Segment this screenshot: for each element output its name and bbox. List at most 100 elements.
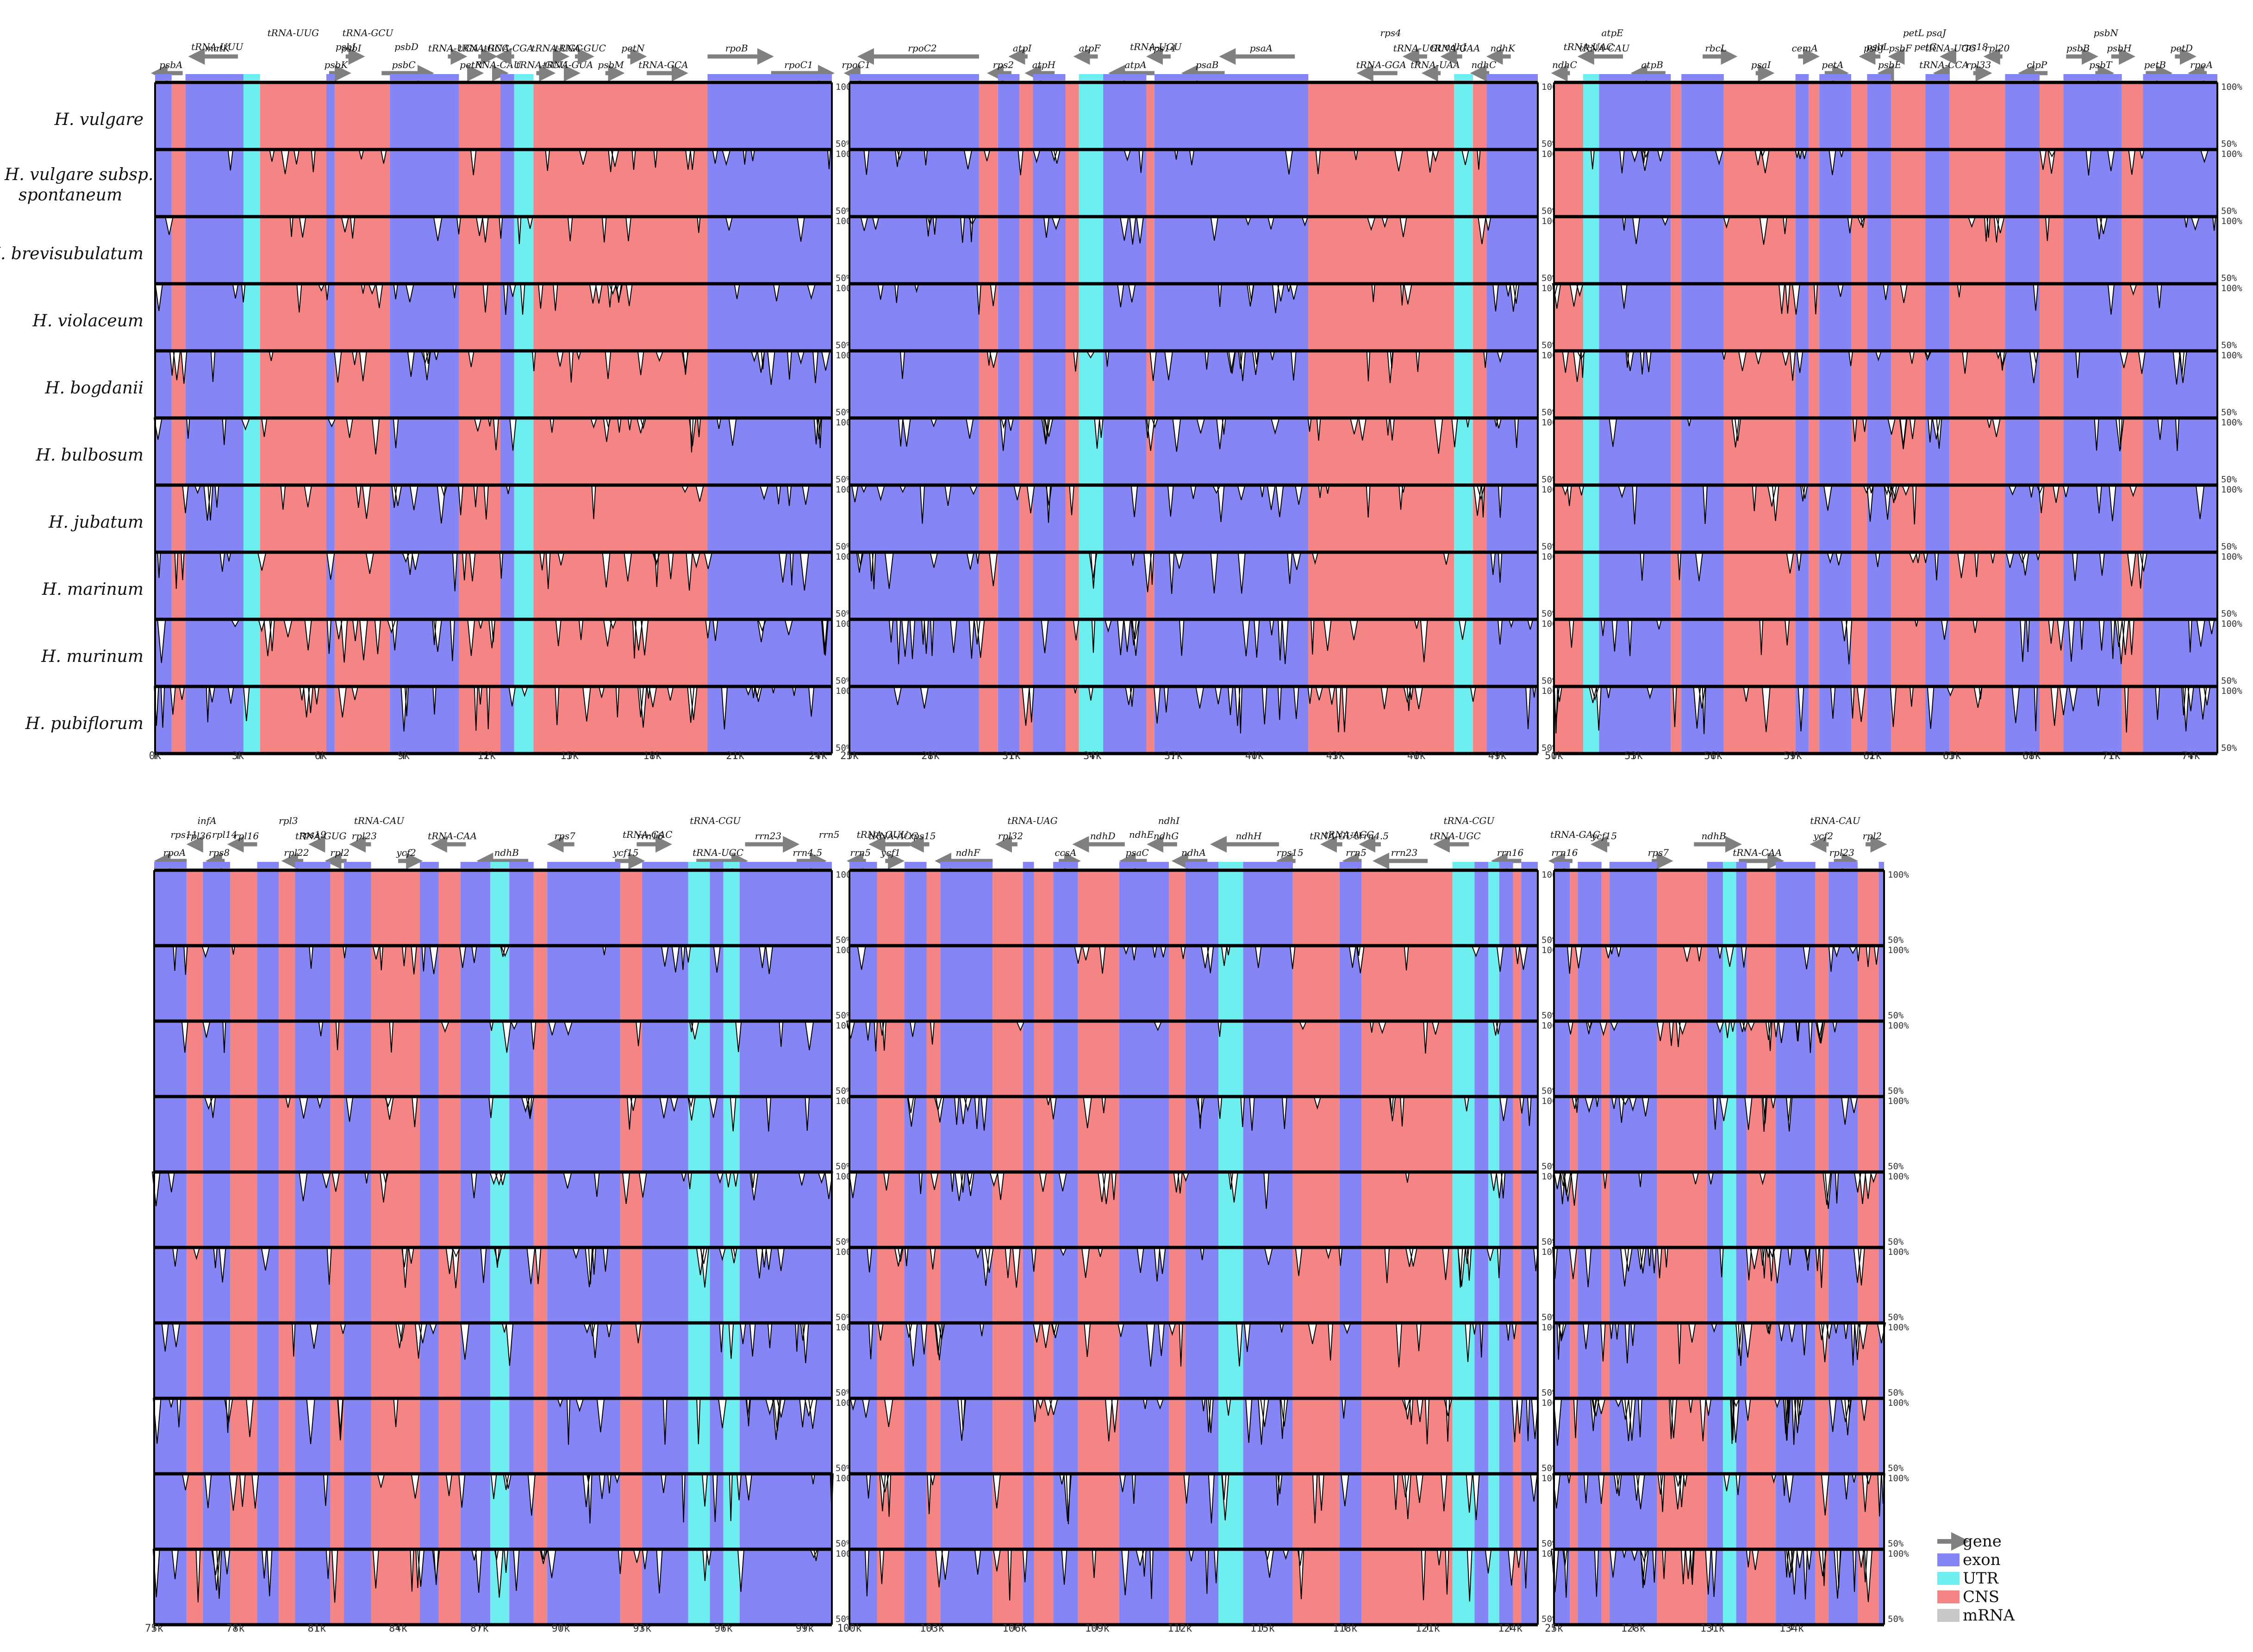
region-cns (1570, 1323, 1578, 1398)
region-exon (1103, 485, 1147, 552)
gene-label: rps14 (1149, 43, 1176, 54)
region-cns (1168, 1474, 1186, 1549)
track: 100%50% (155, 550, 857, 619)
y-tick-100: 100% (2221, 418, 2242, 428)
region-exon (257, 1474, 279, 1549)
region-cns (1851, 284, 1867, 351)
region-cns (992, 1172, 1023, 1247)
region-cns (438, 1549, 461, 1625)
region-utr (1488, 1097, 1499, 1172)
x-tick-label: 46k (1407, 750, 1426, 762)
region-exon (1486, 485, 1538, 552)
x-tick-label: 106k (1002, 1623, 1027, 1634)
region-utr (1079, 82, 1104, 150)
region-cns (1723, 351, 1796, 418)
conservation-dips (849, 945, 1538, 974)
gene-label: tRNA-CGA (484, 43, 534, 54)
region-cns (1851, 552, 1867, 619)
species-label-line2: spontaneum (19, 186, 122, 205)
region-exon (1819, 485, 1851, 552)
region-exon (1053, 870, 1078, 946)
region-cns (1851, 485, 1867, 552)
region-cns (979, 485, 998, 552)
region-cns (260, 552, 326, 619)
region-cns (187, 1021, 203, 1097)
gene-label: rps7 (555, 830, 576, 842)
gene-label: rrn23 (755, 830, 781, 842)
region-cns (187, 1247, 203, 1323)
region-cns (1019, 82, 1033, 150)
region-exon (1776, 1474, 1816, 1549)
gene-label: psbM (598, 59, 624, 70)
region-exon (203, 1398, 230, 1474)
region-exon (1486, 552, 1538, 619)
track: 100%50% (1554, 550, 2242, 619)
track: 100%50% (153, 1396, 857, 1474)
region-cns (1308, 619, 1454, 686)
region-cns (230, 946, 257, 1021)
region-exon (1119, 1398, 1169, 1474)
region-cns (1723, 150, 1796, 217)
region-exon (739, 1247, 832, 1323)
region-exon (998, 485, 1020, 552)
y-tick-50: 50% (1888, 1237, 1904, 1247)
track: 100%50% (1554, 215, 2242, 284)
region-cns (459, 82, 500, 150)
y-tick-50: 50% (836, 1010, 852, 1021)
region-cns (1851, 351, 1867, 418)
gene-annotations: rrn5 tRNA-ACG ycf1 rps15 ndhF rpl32 ccsA ndhD ps… (846, 815, 1538, 869)
region-cns (1809, 619, 1820, 686)
region-utr (1454, 284, 1473, 351)
gene-label: psbL (1866, 41, 1889, 52)
region-exon (1681, 619, 1724, 686)
region-cns (877, 870, 905, 946)
gene-label: psaI (1751, 59, 1772, 70)
region-exon (2005, 82, 2040, 150)
region-exon (1119, 1021, 1169, 1097)
region-utr (1079, 351, 1104, 418)
annotation-block (1879, 862, 1884, 868)
region-cns (533, 1172, 548, 1247)
region-utr (1488, 946, 1499, 1021)
species-label: H. marinum (42, 580, 144, 599)
y-tick-50: 50% (836, 1086, 852, 1096)
region-utr (1454, 485, 1473, 552)
region-cns (1308, 351, 1454, 418)
region-exon (1474, 1097, 1488, 1172)
region-utr (1079, 150, 1104, 217)
region-cns (1747, 946, 1776, 1021)
gene-label: tRNA-CAU (1810, 815, 1861, 826)
region-cns (230, 1323, 257, 1398)
region-exon (1819, 82, 1851, 150)
region-utr (1452, 1398, 1475, 1474)
x-tick-label: 90k (552, 1623, 570, 1634)
region-cns (1809, 418, 1820, 485)
gene-label: rrn5 (1346, 847, 1367, 858)
region-exon (1795, 552, 1809, 619)
region-exon (500, 217, 514, 284)
region-cns (1671, 150, 1682, 217)
region-exon (1154, 418, 1309, 485)
region-exon (707, 284, 832, 351)
region-cns (1292, 1398, 1340, 1474)
y-tick-100: 100% (1888, 870, 1909, 880)
species-labels: H. vulgare H. vulgare subsp. spontaneum H. … (0, 110, 153, 733)
annotation-block (154, 862, 187, 868)
region-exon (257, 1247, 279, 1323)
region-exon (1681, 351, 1724, 418)
x-tick-label: 124k (1498, 1623, 1523, 1634)
gene-label: tRNA-CAU (354, 815, 405, 826)
gene-label: atpI (1013, 43, 1032, 54)
x-tick-label: 74k (2182, 750, 2200, 762)
region-cns (1292, 1021, 1340, 1097)
region-exon (739, 1474, 832, 1549)
region-exon (295, 1097, 331, 1172)
track: 100%50% (849, 685, 1563, 754)
region-cns (260, 82, 326, 150)
region-cns (1146, 284, 1155, 351)
y-tick-50: 50% (1888, 1539, 1904, 1549)
annotation-block (849, 74, 979, 81)
region-cns (1570, 1474, 1578, 1549)
annotation-block (688, 862, 710, 868)
y-tick-50: 50% (1888, 1161, 1904, 1172)
